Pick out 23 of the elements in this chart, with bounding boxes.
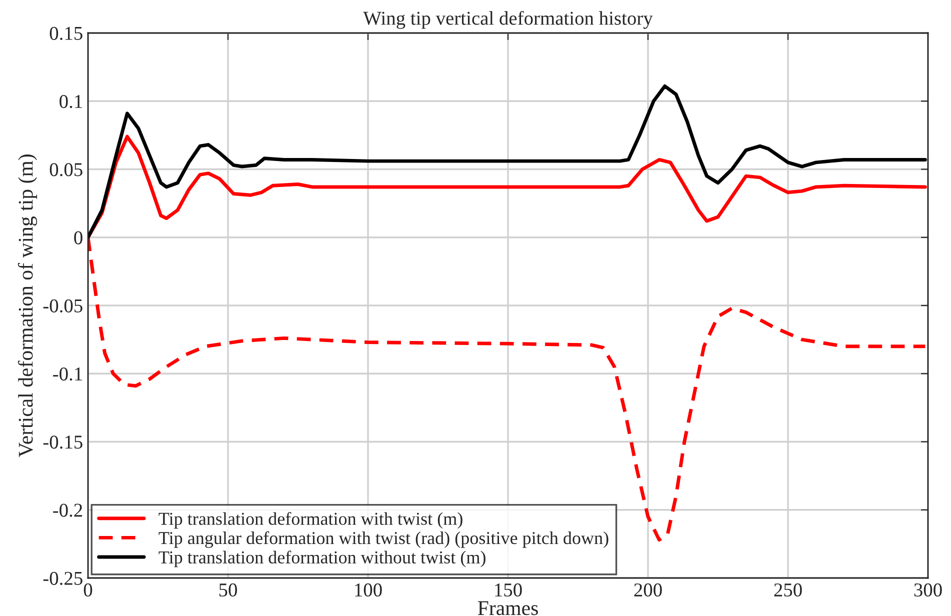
legend-label: Tip angular deformation with twist (rad) (positive pitch down)	[158, 531, 608, 548]
y-tick-label: -0.05	[43, 299, 82, 313]
y-tick-label: -0.1	[53, 367, 82, 381]
chart-title: Wing tip vertical deformation history	[363, 10, 653, 29]
x-tick-label: 250	[774, 583, 802, 597]
x-tick-label: 0	[84, 583, 92, 597]
legend-label: Tip translation deformation without twist (m)	[158, 550, 486, 568]
y-tick-label: -0.25	[43, 572, 82, 586]
x-tick-label: 150	[495, 583, 522, 597]
x-axis-title: Frames	[478, 601, 538, 616]
x-tick-label: 200	[634, 583, 662, 597]
x-tick-label: 100	[355, 583, 382, 597]
y-axis-title: Vertical deformation of wing tip (m)	[18, 154, 38, 458]
y-tick-label: 0.05	[50, 163, 82, 176]
y-tick-label: 0	[74, 231, 82, 244]
y-tick-label: 0.15	[50, 26, 82, 40]
y-tick-label: 0.1	[60, 94, 82, 108]
y-tick-label: -0.15	[43, 436, 82, 449]
x-tick-label: 300	[914, 583, 942, 597]
line-series	[88, 84, 927, 240]
y-tick-label: -0.2	[53, 504, 82, 517]
legend-label: Tip translation deformation with twist (m)	[158, 512, 462, 529]
x-tick-label: 50	[219, 583, 237, 597]
